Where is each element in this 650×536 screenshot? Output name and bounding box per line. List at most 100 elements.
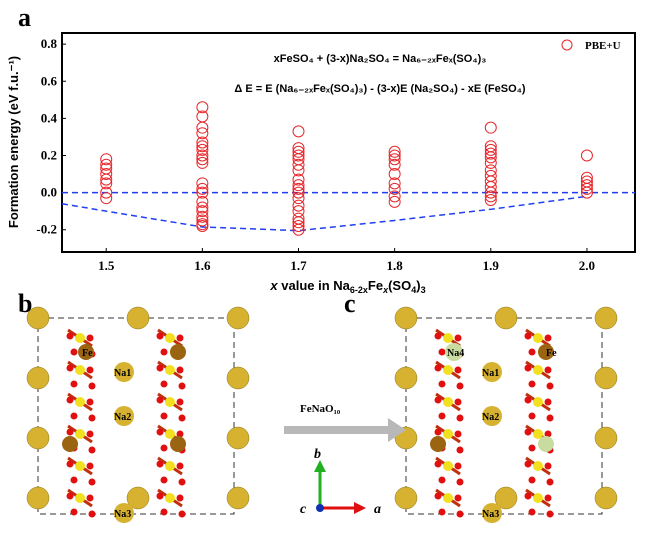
sulfur-atom	[443, 365, 453, 375]
axis-ticks: 1.5 1.6 1.7 1.8 1.9 2.0 -0.2 0.0 0.2 0.4 0.6 0.8	[36, 36, 595, 273]
oxygen-atom	[156, 428, 164, 436]
data-point	[196, 156, 209, 169]
data-point	[580, 149, 593, 162]
oxygen-atom	[454, 366, 462, 374]
oxygen-atom	[528, 348, 536, 356]
plot-frame	[61, 32, 636, 253]
oxygen-atom	[70, 508, 78, 516]
oxygen-atom	[156, 460, 164, 468]
oxygen-atom	[434, 492, 442, 500]
sodium-atom	[494, 486, 518, 510]
oxygen-atom	[544, 398, 552, 406]
oxygen-atom	[546, 478, 554, 486]
iron-atom	[430, 436, 446, 452]
data-point	[196, 143, 209, 156]
sodium-atom	[482, 503, 502, 523]
oxygen-atom	[156, 492, 164, 500]
oxygen-atom	[156, 332, 164, 340]
na4-atom	[445, 343, 463, 361]
oxygen-atom	[160, 412, 168, 420]
data-point	[484, 147, 497, 160]
iron-atom	[538, 344, 554, 360]
sodium-atom	[26, 306, 50, 330]
data-point	[100, 173, 113, 186]
oxygen-atom	[546, 510, 554, 518]
oxygen-atom	[66, 428, 74, 436]
oxygen-atom	[456, 510, 464, 518]
sodium-atom	[26, 486, 50, 510]
oxygen-atom	[434, 332, 442, 340]
equation-reaction: xFeSO₄ + (3-x)Na₂SO₄ = Na₆₋₂ₓFeₓ(SO₄)₃	[274, 53, 487, 65]
oxygen-atom	[160, 508, 168, 516]
x-tick-label: 2.0	[579, 258, 595, 273]
data-point	[196, 205, 209, 218]
data-point	[292, 182, 305, 195]
oxygen-atom	[524, 492, 532, 500]
oxygen-atom	[178, 510, 186, 518]
data-point	[292, 145, 305, 158]
data-point	[100, 192, 113, 205]
oxygen-atom	[88, 510, 96, 518]
data-point	[196, 121, 209, 134]
data-point	[196, 220, 209, 233]
iron-atom	[62, 436, 78, 452]
x-tick-label: 1.9	[483, 258, 500, 273]
arrow-label: FeNaO₁₀	[300, 403, 341, 415]
sulfur-atom	[443, 461, 453, 471]
oxygen-atom	[70, 476, 78, 484]
sulfur-atom	[443, 397, 453, 407]
oxygen-atom	[160, 348, 168, 356]
sodium-atom	[126, 486, 150, 510]
sulfur-atom	[75, 397, 85, 407]
oxygen-atom	[86, 494, 94, 502]
convex-hull-line	[61, 195, 588, 232]
oxygen-atom	[544, 462, 552, 470]
oxygen-atom	[66, 332, 74, 340]
sodium-atom	[226, 366, 250, 390]
data-point	[292, 125, 305, 138]
equation-delta-e: Δ E = E (Na₆₋₂ₓFeₓ(SO₄)₃) - (3-x)E (Na₂S…	[234, 83, 525, 95]
data-point	[484, 151, 497, 164]
oxygen-atom	[524, 364, 532, 372]
lattice-axes	[314, 460, 366, 514]
sodium-atom	[594, 306, 618, 330]
data-point	[484, 121, 497, 134]
axis-label-a: a	[374, 502, 381, 517]
data-point	[388, 190, 401, 203]
oxygen-atom	[86, 462, 94, 470]
oxygen-atom	[454, 494, 462, 502]
oxygen-atom	[524, 460, 532, 468]
oxygen-atom	[86, 366, 94, 374]
y-tick-label: 0.6	[41, 73, 58, 88]
data-point	[196, 201, 209, 214]
data-point	[196, 214, 209, 227]
oxygen-atom	[438, 380, 446, 388]
data-point	[196, 153, 209, 166]
oxygen-atom	[66, 364, 74, 372]
atom-label-na1: Na1	[482, 368, 499, 379]
oxygen-atom	[176, 494, 184, 502]
unit-cell-outline	[405, 317, 603, 515]
oxygen-atom	[546, 382, 554, 390]
sodium-atom	[594, 426, 618, 450]
oxygen-atom	[176, 398, 184, 406]
oxygen-atom	[434, 364, 442, 372]
oxygen-atom	[88, 382, 96, 390]
data-point	[580, 179, 593, 192]
oxygen-atom	[70, 412, 78, 420]
atom-label-na1: Na1	[114, 368, 131, 379]
y-tick-label: 0.8	[41, 36, 58, 51]
data-point	[484, 186, 497, 199]
oxygen-atom	[524, 332, 532, 340]
y-tick-label: 0.0	[41, 185, 57, 200]
sulfur-atom	[533, 493, 543, 503]
data-point	[292, 220, 305, 233]
iron-atom	[78, 344, 94, 360]
atom-label-na3: Na3	[482, 509, 499, 520]
y-tick-label: 0.4	[41, 110, 58, 125]
crystal-structure-c	[394, 306, 618, 523]
x-tick-label: 1.6	[194, 258, 211, 273]
oxygen-atom	[528, 380, 536, 388]
crystal-structure-b	[26, 306, 250, 523]
